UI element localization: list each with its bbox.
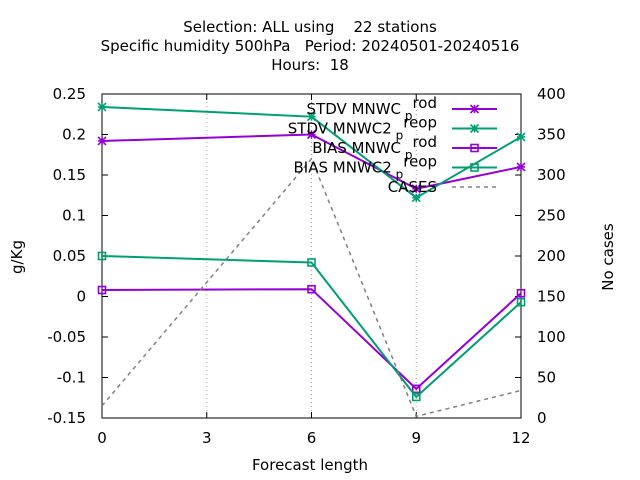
y2-tick-label: 200	[537, 247, 566, 265]
y-tick-label: -0.15	[47, 409, 86, 427]
x-tick-label: 9	[411, 429, 421, 447]
data-point	[306, 112, 317, 122]
data-point	[411, 392, 421, 402]
legend-label: BIAS MNWC2 preop	[294, 153, 437, 182]
title-line: Specific humidity 500hPa Period: 2024050…	[101, 37, 520, 55]
x-tick-label: 3	[202, 429, 212, 447]
legend-marker	[470, 143, 479, 153]
legend-label: STDV MNWC2 preop	[288, 114, 437, 143]
series-stdv-mnwc-prod	[97, 129, 526, 194]
legend-item: STDV MNWC prod	[307, 94, 497, 123]
series-line	[101, 255, 522, 399]
legend-label: CASES	[388, 178, 437, 196]
data-point	[97, 136, 107, 146]
data-point	[307, 258, 316, 267]
series-bias-mnwc2-preop	[97, 251, 526, 402]
x-tick-label: 12	[511, 429, 530, 447]
title-line: Selection: ALL using 22 stations	[183, 18, 437, 36]
y-tick-label: -0.1	[57, 369, 86, 387]
y-tick-label: 0.1	[62, 207, 86, 225]
series-bias-mnwc-prod	[97, 284, 526, 394]
legend-marker	[469, 104, 480, 114]
legend-item: BIAS MNWC2 preop	[294, 153, 497, 182]
data-point	[411, 193, 421, 203]
legend-label: BIAS MNWC prod	[312, 133, 437, 162]
series-line	[101, 133, 522, 190]
data-point	[97, 102, 107, 112]
data-point	[516, 132, 526, 142]
chart-title: Selection: ALL using 22 stationsSpecific…	[101, 18, 520, 74]
series-cases	[101, 157, 522, 418]
series-line	[101, 288, 522, 391]
axes: -0.15 -0.1 -0.05 0 0.05 0.1 0.15 0.2 0.25 0 50 100 1…	[47, 85, 565, 447]
data-point	[516, 297, 526, 307]
y-tick-label: 0.25	[53, 85, 86, 103]
y2-tick-label: 350	[537, 126, 566, 144]
data-point	[516, 288, 526, 298]
y2-tick-label: 50	[537, 369, 556, 387]
legend-label: STDV MNWC prod	[307, 94, 437, 123]
data-point	[97, 285, 107, 295]
series-line	[101, 157, 522, 418]
y2-tick-label: 100	[537, 328, 566, 346]
y-tick-label: 0	[76, 288, 86, 306]
y-tick-label: 0.15	[53, 166, 86, 184]
y-tick-label: -0.05	[47, 328, 86, 346]
x-axis-label: Forecast length	[252, 456, 368, 474]
y2-axis-label: No cases	[599, 223, 617, 291]
title-line: Hours: 18	[271, 56, 349, 74]
data-point	[411, 384, 421, 394]
y-tick-label: 0.2	[62, 126, 86, 144]
data-point	[516, 162, 526, 172]
x-tick-label: 6	[307, 429, 317, 447]
y2-tick-label: 150	[537, 288, 566, 306]
data-point	[306, 129, 317, 140]
y2-tick-label: 400	[537, 85, 566, 103]
legend-marker	[469, 123, 480, 134]
data-point	[307, 284, 316, 294]
x-tick-label: 0	[97, 429, 107, 447]
y-axis-label: g/Kg	[8, 240, 26, 274]
data-point	[411, 184, 421, 194]
y2-tick-label: 250	[537, 207, 566, 225]
y-tick-label: 0.05	[53, 247, 86, 265]
data-point	[97, 251, 107, 261]
legend-item: BIAS MNWC prod	[312, 133, 497, 162]
legend-marker	[470, 163, 479, 172]
y2-tick-label: 0	[537, 409, 547, 427]
y2-tick-label: 300	[537, 166, 566, 184]
legend-item: CASES	[388, 178, 497, 196]
legend-item: STDV MNWC2 preop	[288, 114, 497, 143]
